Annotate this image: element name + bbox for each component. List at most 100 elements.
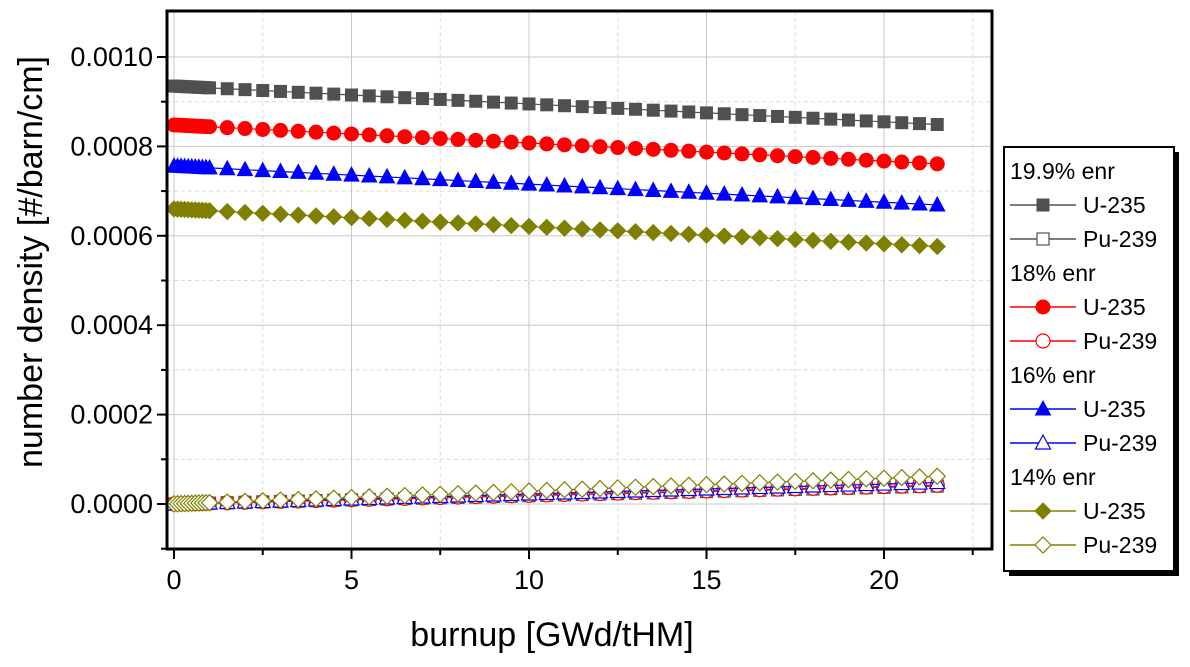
legend-series-label: U-235 [1083, 498, 1146, 524]
data-point [520, 217, 538, 236]
series-14-enrpu239 [165, 467, 947, 513]
data-point [735, 108, 749, 122]
y-tick-label: 0.0002 [70, 400, 153, 430]
axis-ticks: 0 5 10 15 20 0.0000 0.0002 0.0004 0.0006 0.0008 0.… [70, 42, 974, 595]
data-point [557, 137, 572, 153]
y-axis-title: number density [#/barn/cm] [12, 56, 50, 468]
data-point [324, 489, 343, 508]
data-point [327, 87, 341, 101]
y-tick-label: 0.0008 [70, 131, 153, 161]
legend-group-label: 16% enr [1010, 362, 1096, 388]
data-point [218, 493, 237, 511]
data-point [326, 125, 342, 141]
data-point [309, 86, 323, 100]
data-point [575, 100, 589, 114]
data-point [875, 235, 893, 253]
data-point [787, 149, 803, 165]
data-point [520, 482, 538, 500]
data-point [804, 471, 822, 490]
series-line [173, 85, 938, 126]
data-point [591, 178, 609, 195]
data-point [203, 81, 216, 95]
data-point [645, 141, 661, 157]
data-point [646, 103, 660, 117]
data-point [289, 206, 307, 224]
data-point [573, 177, 591, 194]
data-point [876, 153, 892, 169]
data-point [591, 221, 609, 239]
data-point [786, 230, 804, 249]
data-point [573, 220, 591, 238]
data-point [610, 140, 626, 156]
series-line [173, 124, 938, 165]
data-point [682, 105, 696, 119]
data-point [608, 479, 627, 497]
data-point [416, 92, 429, 106]
data-point [220, 82, 234, 96]
data-point [929, 156, 945, 172]
data-point [200, 493, 219, 512]
data-point [857, 470, 876, 488]
data-point [520, 175, 538, 191]
data-point [380, 90, 394, 104]
data-point [786, 472, 805, 491]
data-point [397, 129, 413, 145]
data-point [538, 218, 556, 237]
data-point [768, 473, 787, 491]
data-point [432, 131, 448, 147]
data-point [342, 488, 361, 507]
data-point [325, 208, 343, 226]
data-point [274, 84, 287, 98]
data-point [574, 138, 590, 154]
data-point [433, 92, 447, 106]
y-tick-label: 0.0004 [70, 310, 153, 340]
data-point [717, 107, 731, 121]
data-point [343, 166, 360, 182]
series-line [173, 165, 938, 206]
data-point [875, 193, 893, 209]
data-point [592, 139, 608, 155]
data-point [413, 212, 432, 230]
data-point [928, 467, 947, 486]
data-point [467, 215, 485, 233]
data-point [467, 172, 485, 188]
data-point [378, 167, 396, 184]
data-point [521, 135, 537, 151]
data-point [219, 120, 235, 136]
data-point [289, 490, 308, 509]
data-point [644, 181, 662, 197]
legend-series-label: U-235 [1083, 294, 1146, 320]
data-point [395, 486, 414, 505]
data-point [573, 480, 592, 499]
data-point [345, 88, 358, 102]
data-point [859, 114, 873, 128]
data-point [697, 475, 716, 494]
data-point [413, 486, 432, 504]
data-point [236, 492, 254, 511]
data-point [398, 91, 412, 105]
data-point [538, 176, 556, 192]
data-point [290, 123, 306, 139]
data-point [272, 162, 289, 178]
data-point [238, 83, 252, 97]
data-point [681, 143, 697, 159]
data-point [502, 174, 520, 190]
series-14-enru235 [165, 200, 946, 256]
data-point [893, 236, 911, 254]
data-point [291, 85, 305, 99]
data-series [165, 79, 947, 513]
data-point [733, 185, 751, 202]
data-point [253, 491, 272, 510]
data-point [469, 94, 483, 108]
data-point [504, 96, 518, 110]
data-point [593, 101, 607, 115]
data-point [715, 475, 734, 493]
data-point [503, 134, 519, 150]
data-point [700, 106, 713, 120]
data-point [555, 219, 574, 237]
x-tick-label: 0 [166, 565, 181, 595]
data-point [804, 231, 822, 250]
data-point [928, 195, 946, 212]
data-point [750, 473, 769, 492]
